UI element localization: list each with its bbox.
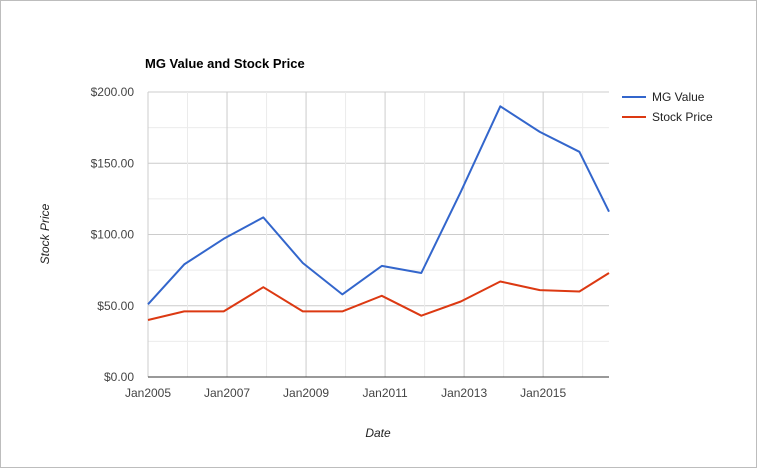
y-tick-label: $0.00 [104, 370, 134, 384]
x-tick-label: Jan2009 [283, 386, 329, 400]
y-tick-label: $150.00 [91, 156, 135, 170]
y-tick-label: $200.00 [91, 85, 135, 99]
x-tick-label: Jan2013 [441, 386, 487, 400]
series-line-mg-value [147, 105, 610, 305]
y-axis-title: Stock Price [38, 203, 52, 264]
legend-label: MG Value [652, 90, 705, 104]
x-tick-label: Jan2011 [363, 386, 408, 400]
legend: MG Value Stock Price [622, 90, 713, 124]
legend-label: Stock Price [652, 110, 713, 124]
y-tick-label: $50.00 [97, 299, 134, 313]
series-line-stock-price [147, 272, 610, 321]
y-tick-labels: $0.00 $50.00 $100.00 $150.00 $200.00 [91, 85, 135, 384]
x-tick-label: Jan2015 [520, 386, 566, 400]
y-tick-label: $100.00 [91, 228, 135, 242]
series-lines [147, 105, 610, 321]
gridlines [147, 91, 609, 378]
x-axis-title: Date [365, 426, 391, 440]
chart-title: MG Value and Stock Price [145, 56, 305, 71]
x-tick-label: Jan2005 [125, 386, 171, 400]
x-tick-labels: Jan2005 Jan2007 Jan2009 Jan2011 Jan2013 Jan20… [125, 386, 567, 400]
x-tick-label: Jan2007 [204, 386, 250, 400]
